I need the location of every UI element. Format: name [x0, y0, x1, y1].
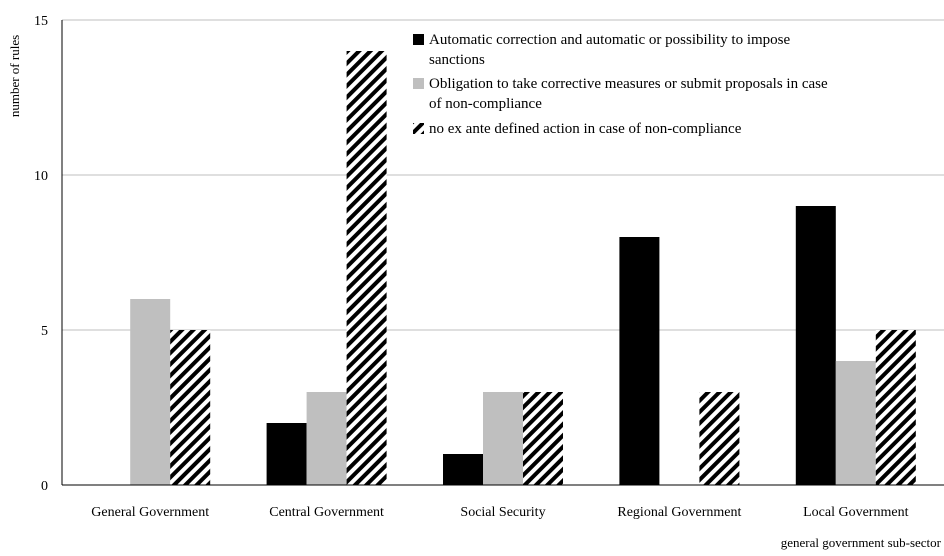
bar — [619, 237, 660, 485]
bar — [795, 206, 836, 485]
y-axis-title: number of rules — [7, 35, 22, 117]
bar — [875, 330, 916, 485]
legend-swatch — [413, 123, 424, 134]
bar — [306, 392, 347, 485]
bar — [130, 299, 171, 485]
legend-label: sanctions — [429, 52, 485, 68]
legend-swatch — [413, 78, 424, 89]
bar — [523, 392, 563, 485]
legend-label: Obligation to take corrective measures o… — [429, 76, 828, 92]
legend-swatch — [413, 34, 424, 45]
bar — [170, 330, 211, 485]
x-category-label: Regional Government — [617, 505, 741, 520]
bar — [443, 454, 483, 485]
y-tick-label: 15 — [34, 14, 48, 29]
legend-label: of non-compliance — [429, 96, 542, 112]
x-category-label: Social Security — [460, 505, 545, 520]
y-tick-label: 5 — [41, 324, 48, 339]
bar — [483, 392, 523, 485]
legend-label: no ex ante defined action in case of non… — [429, 121, 742, 137]
x-category-labels: General Government Central Government Soci… — [91, 505, 908, 520]
bar — [835, 361, 876, 485]
legend: Automatic correction and automatic or po… — [413, 32, 828, 137]
y-tick-label: 0 — [41, 479, 48, 494]
bar — [699, 392, 740, 485]
y-tick-label: 10 — [34, 169, 48, 184]
x-category-label: Central Government — [269, 505, 384, 520]
x-axis-title: general government sub-sector — [781, 535, 942, 550]
x-category-label: General Government — [91, 505, 209, 520]
legend-label: Automatic correction and automatic or po… — [429, 32, 791, 48]
x-category-label: Local Government — [803, 505, 908, 520]
bar — [346, 51, 387, 485]
y-tick-labels: 0 5 10 15 — [34, 14, 48, 494]
axes — [61, 20, 944, 486]
bar — [266, 423, 307, 485]
bars — [130, 51, 916, 485]
